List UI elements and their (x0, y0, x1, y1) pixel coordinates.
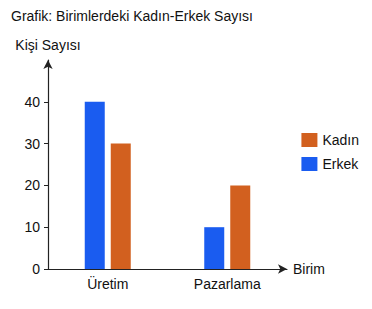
svg-text:0: 0 (32, 261, 40, 277)
svg-text:30: 30 (24, 136, 40, 152)
svg-text:40: 40 (24, 94, 40, 110)
svg-text:Pazarlama: Pazarlama (194, 276, 261, 292)
svg-text:Üretim: Üretim (87, 275, 128, 292)
svg-text:Grafik: Birimlerdeki Kadın-Erk: Grafik: Birimlerdeki Kadın-Erkek Sayısı (11, 8, 253, 24)
svg-text:Erkek: Erkek (322, 156, 359, 172)
svg-text:Birim: Birim (293, 261, 325, 277)
svg-text:Kadın: Kadın (322, 132, 359, 148)
svg-text:10: 10 (24, 219, 40, 235)
svg-text:Kişi Sayısı: Kişi Sayısı (15, 37, 80, 53)
svg-text:20: 20 (24, 177, 40, 193)
